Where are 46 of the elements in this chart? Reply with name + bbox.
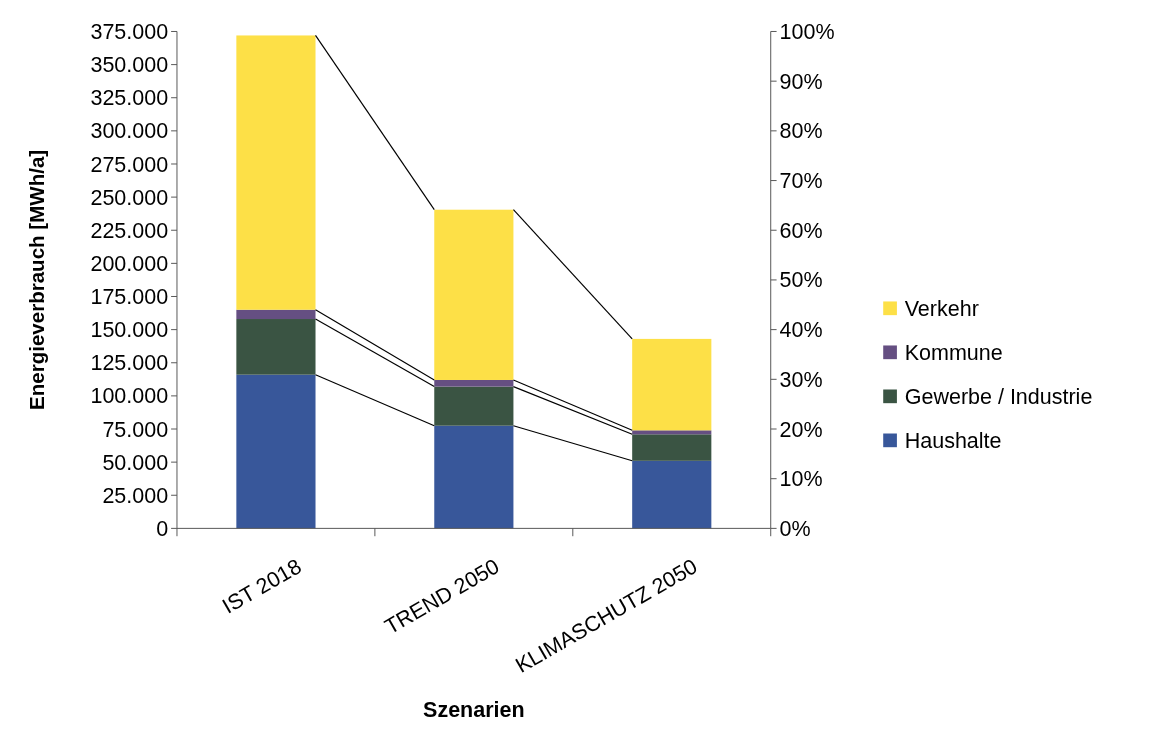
bar [236, 319, 316, 375]
y-tick-label: 25.000 [102, 483, 169, 508]
bar [434, 379, 514, 387]
legend-label: Verkehr [904, 296, 979, 321]
bar [434, 425, 514, 529]
y2-tick-label: 40% [779, 318, 823, 343]
y-tick-label: 50.000 [102, 450, 169, 475]
legend-label: Haushalte [904, 428, 1002, 453]
y-tick-label: 300.000 [90, 119, 169, 144]
y-tick-label: 350.000 [90, 53, 169, 78]
y-tick-label: 275.000 [90, 152, 169, 177]
y2-tick-label: 80% [779, 119, 823, 144]
y-tick-label: 250.000 [90, 185, 169, 210]
y-tick-label: 325.000 [90, 86, 169, 111]
legend-label: Kommune [904, 340, 1003, 365]
y2-tick-label: 70% [779, 169, 823, 194]
y2-tick-label: 50% [779, 268, 823, 293]
y-tick-label: 75.000 [102, 417, 169, 442]
y-tick-label: 225.000 [90, 218, 169, 243]
y2-tick-label: 100% [779, 20, 835, 45]
y2-tick-label: 90% [779, 69, 823, 94]
y-tick-label: 375.000 [90, 20, 169, 45]
x-tick-label: IST 2018 [218, 554, 306, 619]
bar [236, 35, 316, 310]
bar [632, 430, 712, 435]
y2-tick-label: 30% [779, 367, 823, 392]
y-tick-label: 175.000 [90, 285, 169, 310]
y2-tick-label: 60% [779, 218, 823, 243]
y2-tick-label: 0% [779, 516, 811, 541]
x-axis-title: Szenarien [423, 698, 525, 723]
y-axis-title: Energieverbrauch [MWh/a] [24, 149, 48, 410]
bar [434, 209, 514, 380]
y2-tick-label: 20% [779, 417, 823, 442]
bar [632, 338, 712, 431]
legend-label: Gewerbe / Industrie [904, 384, 1093, 409]
bar [434, 386, 514, 426]
y-tick-label: 150.000 [90, 318, 169, 343]
y-tick-label: 100.000 [90, 384, 169, 409]
bar [236, 309, 316, 320]
bar [632, 460, 712, 529]
bar [632, 434, 712, 461]
y-tick-label: 125.000 [90, 351, 169, 376]
y2-tick-label: 10% [779, 467, 823, 492]
bar [236, 374, 316, 529]
y-tick-label: 0 [156, 516, 169, 541]
y-tick-label: 200.000 [90, 251, 169, 276]
